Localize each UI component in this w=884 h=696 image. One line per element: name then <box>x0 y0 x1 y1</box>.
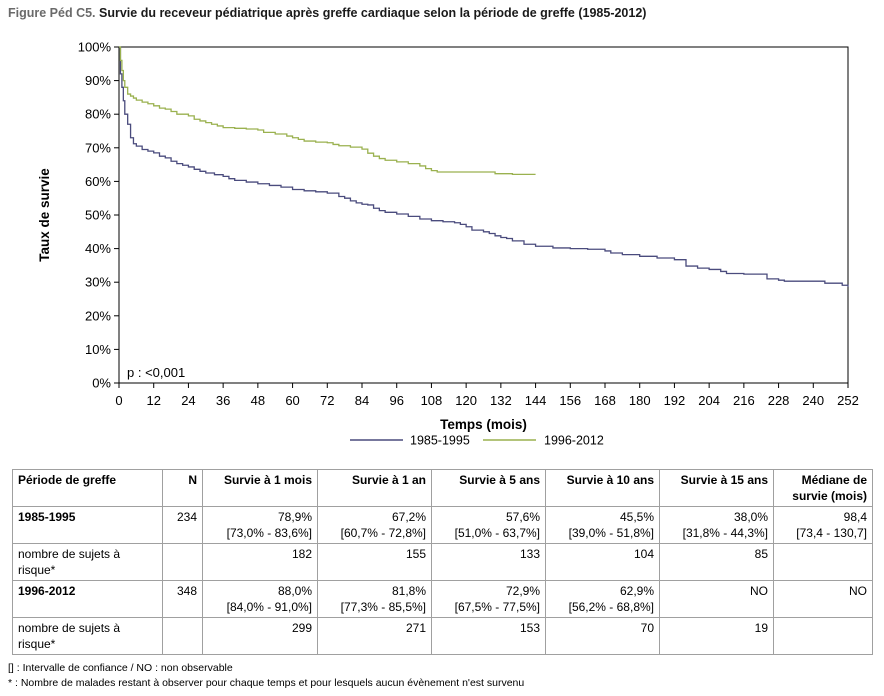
risk-value <box>773 543 873 581</box>
cell-value: 57,6% [51,0% - 63,7%] <box>431 506 546 544</box>
legend-label-1985-1995: 1985-1995 <box>410 434 470 448</box>
cell-value: 78,9% [73,0% - 83,6%] <box>202 506 318 544</box>
table-row-risk-1996-2012: nombre de sujets à risque* 299 271 153 7… <box>12 617 873 655</box>
cell-value: NO <box>773 580 873 618</box>
row-label: 1996-2012 <box>12 580 163 618</box>
x-tick-label: 72 <box>320 393 334 408</box>
cell-value: 72,9% [67,5% - 77,5%] <box>431 580 546 618</box>
cell-value: 98,4 [73,4 - 130,7] <box>773 506 873 544</box>
x-tick-label: 192 <box>664 393 686 408</box>
footnote-risk: * : Nombre de malades restant à observer… <box>8 677 525 689</box>
y-tick-label: 0% <box>92 376 111 391</box>
risk-label: nombre de sujets à risque* <box>12 543 163 581</box>
figure-title-prefix: Figure Péd C5. <box>8 6 96 20</box>
y-tick-label: 80% <box>85 107 111 122</box>
y-tick-label: 30% <box>85 275 111 290</box>
x-tick-label: 36 <box>216 393 230 408</box>
table-header-row: Période de greffe N Survie à 1 mois Surv… <box>12 469 873 507</box>
risk-value: 70 <box>545 617 660 655</box>
risk-value: 85 <box>659 543 774 581</box>
cell-value: 62,9% [56,2% - 68,8%] <box>545 580 660 618</box>
x-axis-label: Temps (mois) <box>440 417 527 432</box>
cell-value: NO <box>659 580 774 618</box>
cell-value: 81,8% [77,3% - 85,5%] <box>317 580 432 618</box>
x-tick-label: 24 <box>181 393 195 408</box>
risk-empty <box>162 617 203 655</box>
y-tick-label: 60% <box>85 174 111 189</box>
x-tick-label: 60 <box>285 393 299 408</box>
y-tick-label: 40% <box>85 241 111 256</box>
p-value-annotation: p : <0,001 <box>127 365 185 380</box>
table-row-1996-2012: 1996-2012 348 88,0% [84,0% - 91,0%] 81,8%… <box>12 580 873 618</box>
risk-value: 271 <box>317 617 432 655</box>
risk-value: 19 <box>659 617 774 655</box>
x-tick-label: 120 <box>455 393 477 408</box>
y-axis-label: Taux de survie <box>37 168 52 262</box>
y-tick-label: 10% <box>85 342 111 357</box>
survival-table: Période de greffe N Survie à 1 mois Surv… <box>12 469 873 655</box>
y-tick-label: 100% <box>78 40 112 55</box>
survival-chart: 0% 10% 20% 30% 40% 50% 60% 70% 80% 90% 100% 0 12 24 36… <box>37 40 859 448</box>
risk-label: nombre de sujets à risque* <box>12 617 163 655</box>
series-line-1985-1995 <box>119 46 849 287</box>
x-tick-label: 168 <box>594 393 616 408</box>
x-tick-label: 216 <box>733 393 755 408</box>
y-tick-label: 90% <box>85 73 111 88</box>
legend-label-1996-2012: 1996-2012 <box>544 434 604 448</box>
col-header-n: N <box>162 469 203 507</box>
x-tick-label: 0 <box>115 393 122 408</box>
risk-value <box>773 617 873 655</box>
row-n: 234 <box>162 506 203 544</box>
col-header-10-ans: Survie à 10 ans <box>545 469 660 507</box>
cell-value: 45,5% [39,0% - 51,8%] <box>545 506 660 544</box>
figure-title-text: Survie du receveur pédiatrique après gre… <box>99 6 647 20</box>
risk-value: 133 <box>431 543 546 581</box>
cell-value: 38,0% [31,8% - 44,3%] <box>659 506 774 544</box>
risk-value: 153 <box>431 617 546 655</box>
x-tick-label: 132 <box>490 393 512 408</box>
footnote-legend: [] : Intervalle de confiance / NO : non … <box>8 662 233 674</box>
series-line-1996-2012 <box>119 46 536 175</box>
cell-value: 67,2% [60,7% - 72,8%] <box>317 506 432 544</box>
table-row-risk-1985-1995: nombre de sujets à risque* 182 155 133 1… <box>12 543 873 581</box>
risk-value: 299 <box>202 617 318 655</box>
x-tick-label: 252 <box>837 393 859 408</box>
row-n: 348 <box>162 580 203 618</box>
cell-value: 88,0% [84,0% - 91,0%] <box>202 580 318 618</box>
x-tick-label: 228 <box>768 393 790 408</box>
risk-value: 104 <box>545 543 660 581</box>
plot-frame <box>118 46 849 384</box>
x-tick-label: 204 <box>698 393 720 408</box>
row-label: 1985-1995 <box>12 506 163 544</box>
col-header-1-mois: Survie à 1 mois <box>202 469 318 507</box>
x-tick-label: 156 <box>559 393 581 408</box>
x-tick-label: 48 <box>251 393 265 408</box>
col-header-1-an: Survie à 1 an <box>317 469 432 507</box>
y-tick-label: 20% <box>85 308 111 323</box>
y-tick-label: 70% <box>85 140 111 155</box>
col-header-5-ans: Survie à 5 ans <box>431 469 546 507</box>
x-tick-label: 84 <box>355 393 369 408</box>
x-tick-label: 180 <box>629 393 651 408</box>
x-tick-label: 12 <box>146 393 160 408</box>
figure-title: Figure Péd C5. Survie du receveur pédiat… <box>8 6 646 20</box>
table-row-1985-1995: 1985-1995 234 78,9% [73,0% - 83,6%] 67,2%… <box>12 506 873 544</box>
x-tick-label: 96 <box>389 393 403 408</box>
col-header-15-ans: Survie à 15 ans <box>659 469 774 507</box>
col-header-mediane: Médiane de survie (mois) <box>773 469 873 507</box>
risk-value: 155 <box>317 543 432 581</box>
x-tick-label: 108 <box>421 393 443 408</box>
x-tick-label: 240 <box>802 393 824 408</box>
y-tick-label: 50% <box>85 208 111 223</box>
risk-value: 182 <box>202 543 318 581</box>
x-tick-label: 144 <box>525 393 547 408</box>
risk-empty <box>162 543 203 581</box>
col-header-periode: Période de greffe <box>12 469 163 507</box>
